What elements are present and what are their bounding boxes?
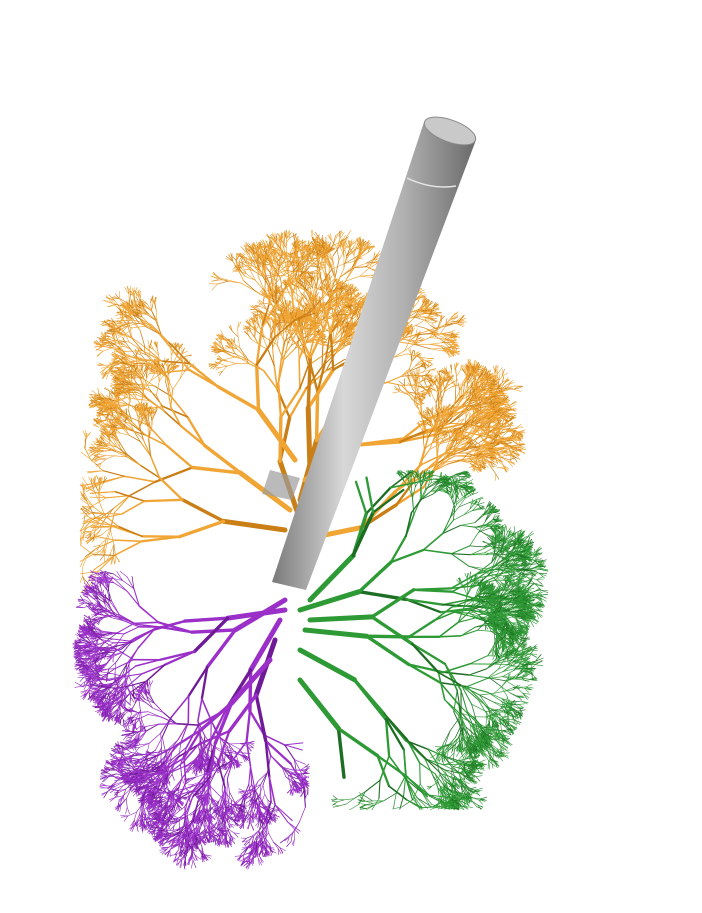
upper-lobe-branches [79, 229, 526, 594]
lower-right-lobe-branches [297, 469, 549, 811]
lower-left-lobe-branches [72, 569, 311, 870]
main-trunk-cylinder [262, 116, 477, 590]
